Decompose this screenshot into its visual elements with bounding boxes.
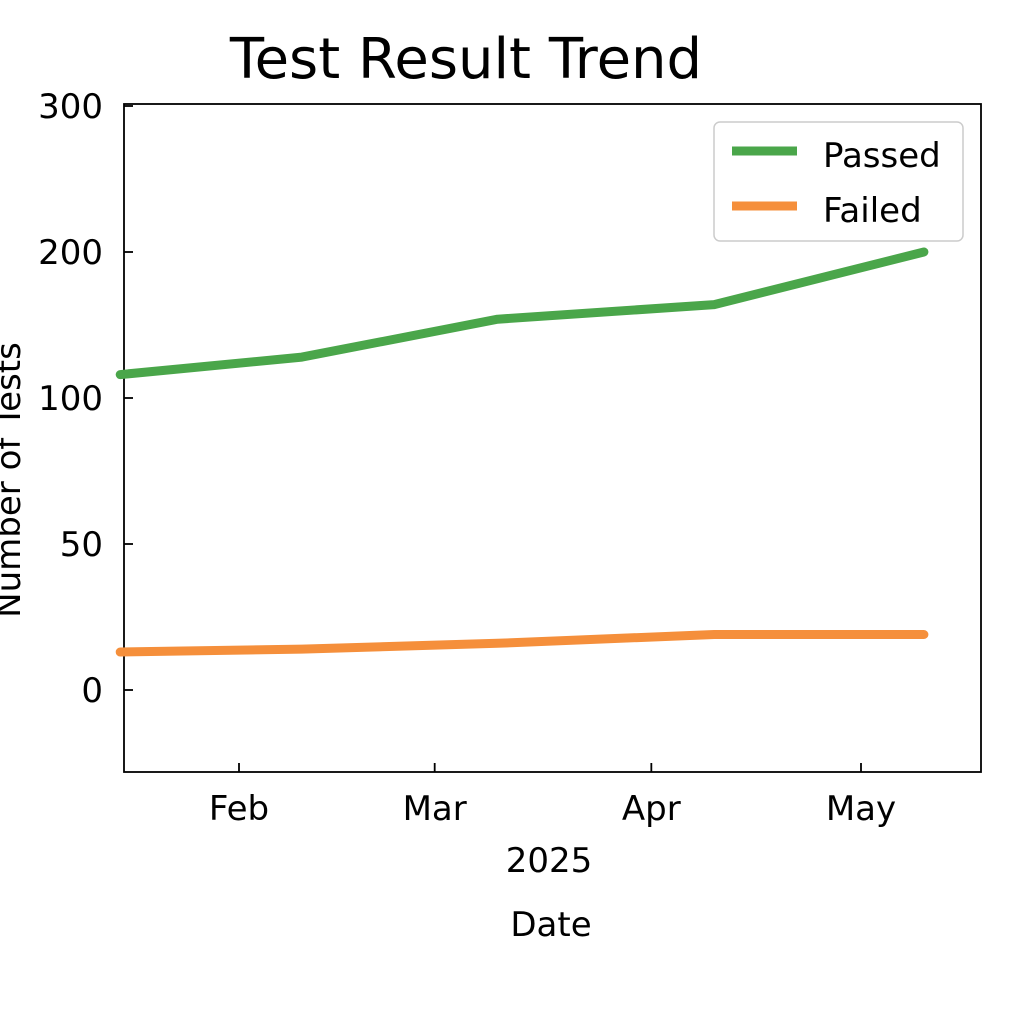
x-axis-label: Date [510,905,591,945]
y-tick-label: 100 [38,379,103,419]
x-axis: Feb Mar Apr May [209,763,896,829]
x-tick-label: May [826,789,896,829]
x-tick-label: Feb [209,789,269,829]
chart-title: Test Result Trend [229,27,702,92]
series-line-passed [115,247,929,380]
legend-label-failed: Failed [823,191,922,231]
x-tick-label: Mar [403,789,467,829]
plot-area-frame [123,103,982,773]
y-axis: 0 50 100 200 300 [38,87,133,711]
x-offset-label: 2025 [506,841,593,881]
legend: Passed Failed [713,121,964,242]
y-tick-label: 0 [81,671,103,711]
y-tick-label: 300 [38,87,103,127]
legend-label-passed: Passed [823,136,941,176]
x-tick-label: Apr [622,789,681,829]
y-tick-label: 50 [60,525,103,565]
y-axis-label: Number of Tests [0,342,29,618]
series-group [115,247,929,657]
y-tick-label: 200 [38,233,103,273]
series-line-failed [115,630,929,657]
